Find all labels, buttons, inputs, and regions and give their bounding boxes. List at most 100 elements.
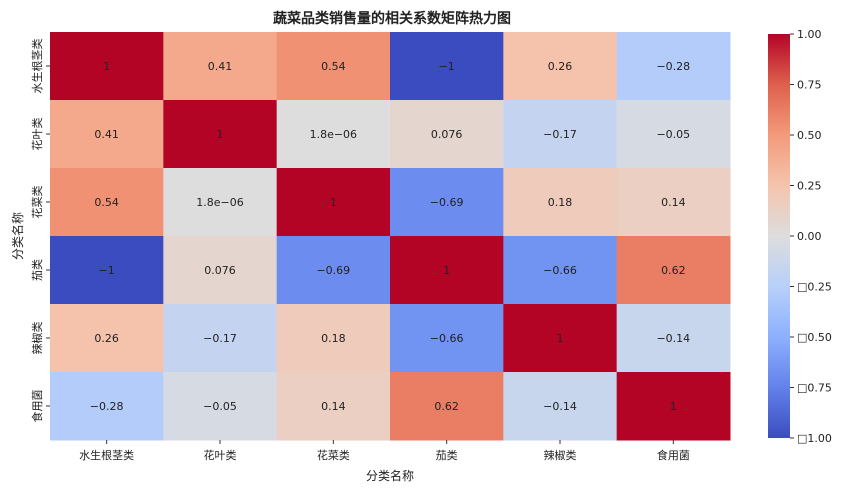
- cell-value-label: 0.62: [434, 400, 459, 413]
- y-axis-label: 分类名称: [10, 212, 25, 260]
- cell-value-label: −0.14: [656, 332, 690, 345]
- cell-value-label: 1: [443, 264, 450, 277]
- heatmap-cell: [390, 372, 504, 441]
- cell-value-label: 1.8e−06: [196, 196, 243, 209]
- heatmap-cell: [50, 32, 164, 101]
- cell-value-label: −0.14: [543, 400, 577, 413]
- heatmap-cell: [616, 236, 731, 305]
- cell-value-label: −1: [439, 60, 455, 73]
- heatmap-cell: [50, 372, 164, 441]
- x-axis-label: 分类名称: [366, 468, 414, 483]
- chart-title: 蔬菜品类销售量的相关系数矩阵热力图: [273, 10, 511, 27]
- y-tick-label: 水生根茎类: [30, 39, 44, 94]
- heatmap-cell: [276, 100, 391, 169]
- cell-value-label: 0.14: [321, 400, 346, 413]
- colorbar-tick-label: □0.50: [797, 331, 832, 344]
- heatmap-cell: [50, 100, 164, 169]
- cell-value-label: −0.28: [656, 60, 690, 73]
- cell-value-label: −0.17: [543, 128, 577, 141]
- colorbar-ticks: 1.00 0.75 0.50 0.25 0.00 □0.25 □0.50 □0.75 □1.00: [790, 28, 832, 445]
- heatmap-cell: [276, 32, 391, 101]
- heatmap-cell: [163, 236, 278, 305]
- cell-value-label: −0.69: [316, 264, 350, 277]
- heatmap-cell: [616, 32, 731, 101]
- x-tick-labels: 水生根茎类 花叶类 花菜类 茄类 辣椒类 食用菌: [79, 440, 690, 462]
- cell-value-label: 0.26: [548, 60, 573, 73]
- heatmap-cell: [50, 168, 164, 237]
- y-tick-label: 花叶类: [30, 118, 44, 151]
- cell-value-label: 0.26: [94, 332, 119, 345]
- x-tick-label: 花叶类: [204, 448, 237, 462]
- cell-value-label: −0.05: [656, 128, 690, 141]
- x-tick-label: 茄类: [436, 448, 458, 462]
- cell-value-label: 0.076: [204, 264, 236, 277]
- x-tick-label: 花菜类: [317, 448, 350, 462]
- cell-value-label: 1: [217, 128, 224, 141]
- x-tick-label: 水生根茎类: [79, 448, 134, 462]
- heatmap-cell: [503, 304, 618, 373]
- cell-value-label: 1: [670, 400, 677, 413]
- x-tick-label: 辣椒类: [544, 448, 577, 462]
- colorbar: [768, 34, 790, 438]
- colorbar-tick-label: □1.00: [797, 432, 832, 445]
- colorbar-tick-label: 0.25: [797, 180, 822, 193]
- heatmap-cell: [163, 372, 278, 441]
- cell-value-label: 0.62: [661, 264, 686, 277]
- y-tick-label: 花菜类: [30, 186, 44, 219]
- heatmap-cell: [503, 236, 618, 305]
- cell-value-label: −0.17: [203, 332, 237, 345]
- heatmap-cell: [390, 236, 504, 305]
- heatmap-cell: [390, 168, 504, 237]
- heatmap-cell: [163, 168, 278, 237]
- heatmap-cell: [163, 304, 278, 373]
- y-tick-label: 辣椒类: [30, 322, 44, 355]
- colorbar-tick-label: 0.00: [797, 230, 822, 243]
- cell-value-label: 0.14: [661, 196, 686, 209]
- cell-value-label: 0.41: [208, 60, 233, 73]
- heatmap-cell: [503, 372, 618, 441]
- heatmap-cell: [503, 32, 618, 101]
- cell-value-label: −0.28: [90, 400, 124, 413]
- heatmap-cell: [503, 168, 618, 237]
- cell-value-label: 1: [557, 332, 564, 345]
- heatmap-cell: [276, 236, 391, 305]
- cell-value-label: −0.69: [430, 196, 464, 209]
- heatmap-cell: [616, 168, 731, 237]
- heatmap-cell: [390, 100, 504, 169]
- cell-value-label: −1: [99, 264, 115, 277]
- heatmap-cell: [163, 32, 278, 101]
- cell-value-label: 0.54: [321, 60, 346, 73]
- cell-value-label: 0.18: [321, 332, 346, 345]
- heatmap-cell: [276, 304, 391, 373]
- cell-value-label: 1.8e−06: [310, 128, 357, 141]
- y-tick-label: 食用菌: [30, 390, 44, 423]
- cell-value-label: 0.076: [431, 128, 463, 141]
- cell-value-label: 0.18: [548, 196, 573, 209]
- cell-value-label: −0.66: [543, 264, 577, 277]
- heatmap-cells: 1 0.41 0.54 −1 0.26 −0.28 0.41 1 1.8e−06 0.076 −0.…: [50, 32, 731, 441]
- heatmap-cell: [616, 100, 731, 169]
- heatmap-cell: [616, 304, 731, 373]
- colorbar-tick-label: 0.75: [797, 79, 822, 92]
- cell-value-label: 1: [103, 60, 110, 73]
- colorbar-tick-label: □0.75: [797, 382, 832, 395]
- y-tick-label: 茄类: [30, 259, 44, 281]
- colorbar-tick-label: 0.50: [797, 129, 822, 142]
- heatmap-cell: [616, 372, 731, 441]
- heatmap-cell: [503, 100, 618, 169]
- cell-value-label: 0.54: [94, 196, 119, 209]
- heatmap-cell: [163, 100, 278, 169]
- heatmap-cell: [50, 236, 164, 305]
- cell-value-label: 1: [330, 196, 337, 209]
- heatmap-cell: [50, 304, 164, 373]
- heatmap-cell: [276, 372, 391, 441]
- x-tick-label: 食用菌: [657, 448, 690, 462]
- cell-value-label: 0.41: [94, 128, 119, 141]
- colorbar-tick-label: □0.25: [797, 281, 832, 294]
- heatmap-cell: [276, 168, 391, 237]
- cell-value-label: −0.66: [430, 332, 464, 345]
- heatmap-cell: [390, 304, 504, 373]
- heatmap-cell: [390, 32, 504, 101]
